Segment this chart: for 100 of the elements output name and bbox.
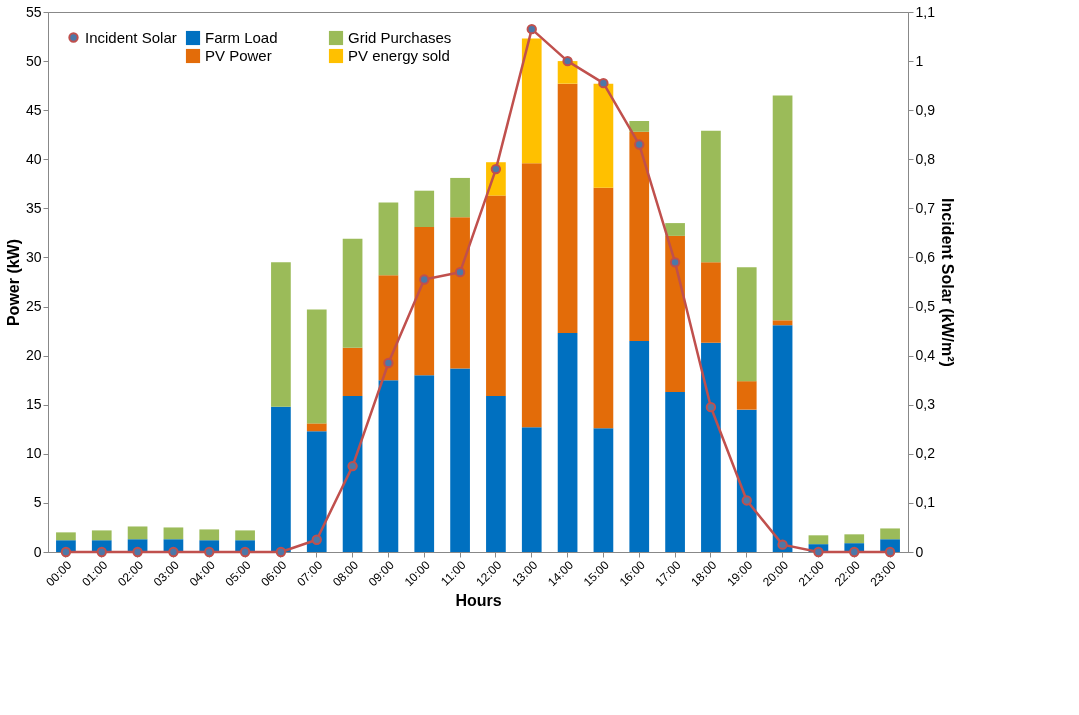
y-tick-label: 30 — [25, 248, 42, 265]
y-tick-label: 55 — [25, 3, 42, 20]
y2-tick-label: 0,4 — [915, 347, 936, 364]
point — [275, 546, 287, 558]
bar — [306, 431, 327, 552]
bar — [593, 187, 614, 429]
bar — [629, 120, 650, 132]
bar — [701, 342, 721, 552]
bar — [772, 325, 793, 552]
bar — [414, 190, 435, 228]
y2-tick-label: 0,9 — [915, 101, 936, 118]
point — [777, 539, 788, 550]
bar — [593, 428, 614, 552]
bar — [306, 423, 327, 432]
y2-tick-label: 0,8 — [915, 150, 936, 167]
y-tick-label: 40 — [25, 150, 42, 167]
point — [419, 274, 430, 285]
bar — [665, 235, 685, 392]
bar — [163, 527, 184, 540]
point — [60, 546, 72, 558]
y-tick-label: 20 — [25, 347, 42, 364]
point — [669, 257, 681, 268]
y2-tick-label: 0,2 — [915, 445, 936, 462]
y2-tick-label: 0,3 — [915, 396, 936, 413]
x-axis-title: Hours — [455, 591, 502, 609]
point — [884, 546, 896, 558]
point — [132, 546, 143, 558]
bar — [378, 275, 399, 381]
y2-axis-title: Incident Solar (kW/m²) — [938, 198, 956, 367]
y-tick-label: 0 — [33, 543, 42, 560]
point — [490, 163, 502, 175]
bar — [486, 195, 506, 396]
y2-tick-label: 0,1 — [915, 494, 936, 511]
y-tick-label: 15 — [25, 396, 42, 413]
legend-label: Incident Solar — [85, 28, 177, 46]
point — [741, 495, 752, 506]
y-tick-label: 10 — [25, 445, 42, 462]
bar — [736, 409, 757, 552]
bar — [306, 309, 327, 424]
bar — [557, 83, 578, 334]
point — [705, 402, 717, 413]
bar — [414, 227, 435, 376]
legend-label: PV Power — [205, 47, 272, 64]
bar — [378, 202, 399, 276]
bar — [736, 267, 757, 382]
y2-tick-label: 0,6 — [915, 248, 936, 265]
y-tick-label: 5 — [33, 494, 42, 511]
bar — [521, 427, 542, 552]
bar — [378, 380, 399, 552]
bar — [736, 381, 757, 410]
y2-tick-label: 0,7 — [915, 199, 936, 216]
bar — [235, 530, 255, 541]
y-tick-label: 45 — [25, 101, 42, 118]
bar — [844, 534, 865, 544]
bar — [450, 368, 470, 552]
bar — [450, 217, 470, 369]
y2-tick-label: 1,1 — [915, 3, 936, 20]
point — [168, 546, 179, 558]
bar — [56, 532, 76, 541]
point — [454, 267, 466, 278]
bar — [342, 395, 363, 552]
bar — [880, 528, 900, 540]
bar — [701, 262, 721, 343]
point — [383, 357, 394, 369]
point — [849, 546, 860, 558]
bar — [450, 177, 470, 218]
bar — [486, 395, 506, 552]
y-tick-label: 50 — [25, 52, 42, 69]
point — [562, 55, 573, 67]
y-tick-label: 25 — [25, 298, 42, 315]
point — [634, 139, 645, 150]
bar — [808, 535, 829, 545]
y-tick-label: 35 — [25, 199, 42, 216]
bar — [271, 262, 291, 407]
bar — [199, 529, 220, 541]
y2-tick-label: 1 — [915, 52, 924, 69]
bar — [701, 130, 721, 263]
bar — [772, 95, 793, 321]
point — [526, 24, 537, 35]
bar — [521, 163, 542, 428]
bar — [127, 526, 148, 540]
legend-label: PV energy sold — [348, 47, 450, 64]
y2-tick-label: 0,5 — [915, 298, 936, 315]
bar — [629, 131, 650, 341]
bar — [271, 406, 291, 552]
bar — [414, 375, 435, 552]
y2-tick-label: 0 — [915, 543, 924, 560]
bar — [342, 347, 363, 396]
legend-label: Farm Load — [205, 29, 278, 46]
point — [311, 534, 322, 545]
bar — [342, 238, 363, 348]
bar — [593, 83, 614, 188]
bar — [629, 340, 650, 552]
y-axis-title: Power (kW) — [4, 238, 22, 327]
point — [204, 546, 215, 558]
bar — [665, 223, 685, 236]
bar — [665, 391, 685, 552]
bar — [557, 333, 578, 552]
point — [813, 546, 824, 558]
point — [347, 460, 358, 472]
